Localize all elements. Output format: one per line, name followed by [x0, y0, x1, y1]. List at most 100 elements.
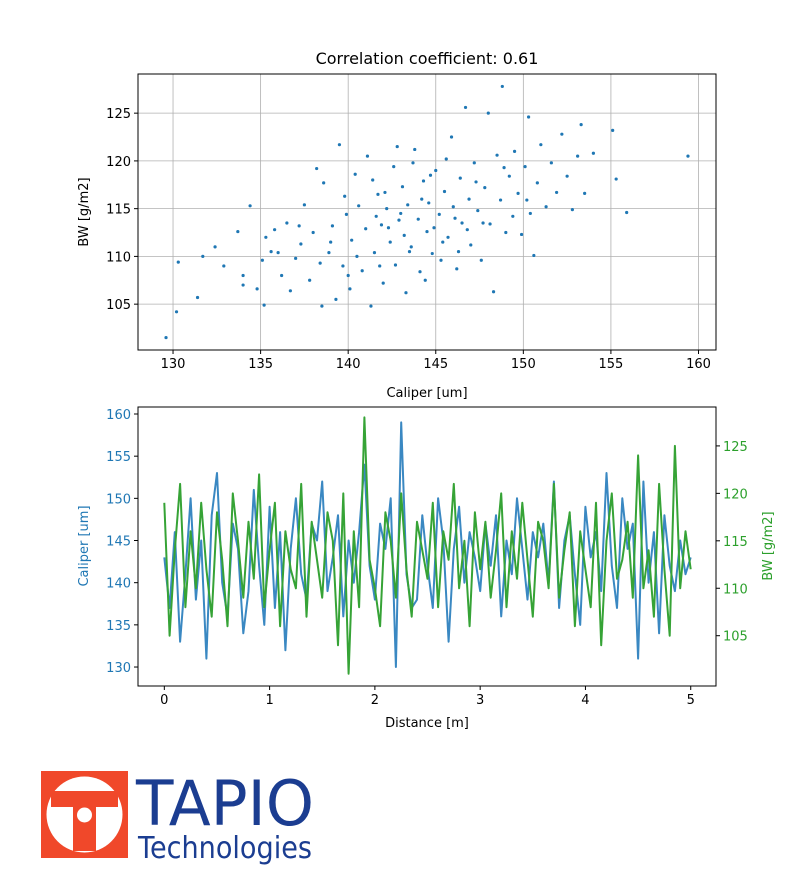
- scatter-point: [474, 180, 478, 184]
- x-tick-label: 1: [265, 693, 273, 708]
- x-tick-label: 2: [371, 693, 379, 708]
- scatter-point: [611, 128, 615, 132]
- y-tick-label: 105: [106, 298, 131, 313]
- scatter-point: [504, 230, 508, 235]
- scatter-point: [516, 191, 520, 195]
- scatter-point: [397, 218, 401, 222]
- scatter-point: [374, 214, 378, 218]
- logo-t-bar: [51, 791, 118, 807]
- scatter-point: [413, 147, 417, 152]
- scatter-point: [418, 270, 422, 274]
- scatter-point: [262, 303, 266, 307]
- scatter-point: [308, 278, 312, 282]
- scatter-point: [614, 177, 618, 181]
- scatter-point: [369, 304, 373, 308]
- scatter-point: [343, 194, 347, 198]
- scatter-point: [437, 212, 441, 216]
- scatter-point: [453, 216, 457, 220]
- caliper-line: [163, 421, 692, 668]
- scatter-point: [519, 232, 524, 237]
- chart-canvas: Correlation coefficient: 0.61 Caliper [u…: [77, 49, 776, 731]
- scatter-point: [385, 207, 389, 211]
- scatter-point: [327, 250, 331, 255]
- x-tick-label: 130: [161, 357, 186, 372]
- scatter-point: [476, 208, 480, 213]
- scatter-point: [411, 161, 415, 165]
- scatter-point: [276, 250, 280, 255]
- scatter-point: [386, 226, 391, 230]
- scatter-point: [376, 192, 380, 196]
- scatter-point: [502, 165, 506, 170]
- y-tick-label: 115: [106, 203, 131, 218]
- scatter-point: [195, 295, 200, 300]
- scatter-point: [523, 165, 527, 169]
- scatter-point: [625, 210, 629, 215]
- x-tick-label: 140: [336, 357, 361, 372]
- scatter-point: [346, 273, 350, 278]
- scatter-point: [400, 185, 405, 189]
- scatter-point: [404, 291, 408, 295]
- scatter-point: [583, 191, 587, 195]
- right-y-tick-label: 125: [723, 440, 748, 455]
- scatter-point: [486, 111, 490, 115]
- scatter-point: [357, 204, 361, 208]
- scatter-point: [498, 198, 503, 202]
- scatter-point: [330, 224, 335, 228]
- scatter-point: [425, 229, 429, 234]
- scatter-point: [491, 290, 496, 294]
- scatter-point: [280, 273, 284, 278]
- scatter-point: [439, 258, 443, 262]
- scatter-point: [526, 115, 531, 119]
- x-tick-label: 145: [423, 357, 448, 372]
- scatter-point: [355, 254, 359, 259]
- scatter-point: [273, 228, 277, 232]
- scatter-point: [406, 203, 410, 207]
- scatter-point: [360, 269, 364, 273]
- scatter-point: [236, 229, 240, 234]
- scatter-point: [174, 310, 179, 314]
- scatter-point: [392, 165, 396, 169]
- left-y-tick-label: 130: [106, 661, 131, 676]
- left-y-tick-label: 155: [106, 450, 131, 465]
- scatter-point: [409, 245, 413, 249]
- scatter-point: [420, 197, 424, 201]
- scatter-point: [544, 205, 548, 209]
- scatter-point: [248, 204, 252, 208]
- scatter-point: [334, 297, 338, 301]
- scatter-point: [350, 238, 354, 242]
- line-frame: [137, 406, 717, 687]
- scatter-point: [297, 224, 301, 228]
- logo-sub: Technologies: [137, 831, 312, 865]
- scatter-point: [264, 235, 268, 239]
- scatter-point: [460, 221, 464, 225]
- scatter-point: [241, 283, 245, 287]
- scatter-point: [686, 154, 690, 158]
- scatter-point: [318, 261, 322, 265]
- scatter-point: [472, 161, 476, 165]
- scatter-point: [579, 123, 583, 127]
- scatter-point: [393, 263, 398, 267]
- right-y-tick-label: 115: [723, 535, 748, 550]
- scatter-point: [576, 154, 580, 158]
- scatter-point: [423, 278, 427, 282]
- scatter-point: [269, 250, 273, 254]
- scatter-point: [511, 214, 515, 218]
- scatter-point: [591, 151, 595, 155]
- scatter-point: [348, 287, 352, 291]
- scatter-point: [379, 223, 384, 227]
- scatter-point: [512, 149, 517, 153]
- scatter-point: [428, 173, 433, 177]
- scatter-point: [402, 233, 406, 237]
- scatter-point: [446, 235, 450, 239]
- scatter-point: [255, 287, 259, 291]
- scatter-point: [315, 166, 319, 171]
- scatter-point: [525, 198, 529, 202]
- scatter-point: [495, 153, 499, 157]
- scatter-point: [451, 205, 455, 209]
- scatter-point: [560, 132, 564, 136]
- scatter-point: [299, 242, 303, 246]
- scatter-point: [164, 335, 168, 340]
- left-y-tick-label: 150: [106, 492, 131, 507]
- scatter-point: [570, 208, 574, 212]
